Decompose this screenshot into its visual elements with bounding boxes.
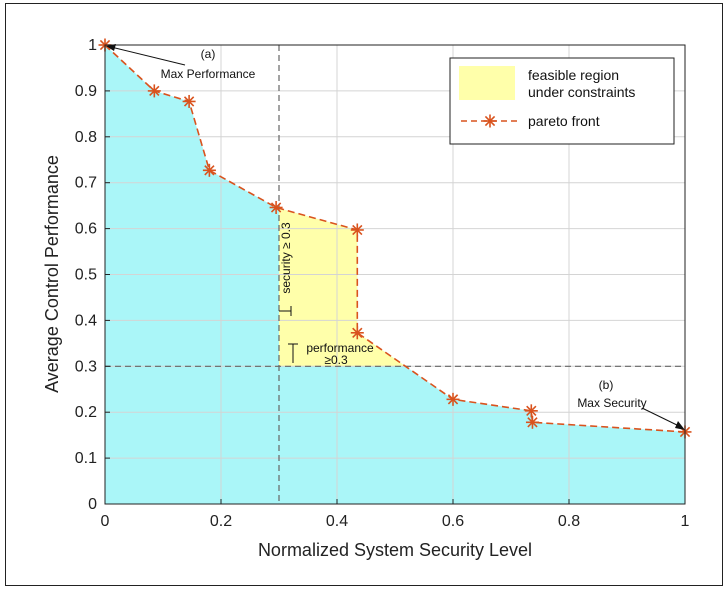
y-tick-label: 0.4 [75,312,97,329]
y-tick-label: 0.2 [75,404,97,421]
pareto-point [350,223,364,237]
y-axis-label: Average Control Performance [42,155,62,393]
y-tick-label: 0.7 [75,175,97,192]
x-tick-label: 0.6 [442,513,464,530]
security-constraint-text: security ≥ 0.3 [279,222,293,294]
y-tick-label: 0 [88,496,97,513]
y-tick-label: 0.9 [75,83,97,100]
constraint-layer [105,45,685,504]
legend-label-region-1: feasible region [528,67,619,83]
y-tick-label: 0.1 [75,450,97,467]
regions-layer [105,45,685,504]
legend-label-pareto: pareto front [528,113,600,129]
x-tick-label: 0.4 [326,513,348,530]
legend-asterisk [483,114,497,128]
annotation-b-label: (b) [599,378,614,392]
figure-frame [5,3,723,586]
annotation-b-text: Max Security [577,396,646,410]
pareto-point [446,392,460,406]
pareto-point [350,326,364,340]
pareto-point [269,200,283,214]
annotation-b-arrow [641,407,682,428]
series-layer [98,38,692,439]
y-tick-label: 0.6 [75,221,97,238]
y-tick-layer: 0 0.1 0.2 0.3 0.4 0.5 0.6 0.7 0.8 0.9 1 [75,37,110,513]
pareto-point [524,404,538,418]
legend: feasible region under constraints pareto… [449,57,675,145]
performance-constraint-line2: ≥0.3 [324,353,348,367]
x-tick-label: 0.8 [558,513,580,530]
x-tick-label: 0 [101,513,110,530]
feasible-region [279,208,406,367]
legend-swatch-feasible-region [459,66,515,100]
x-axis-label: Normalized System Security Level [258,540,532,560]
y-tick-label: 0.3 [75,358,97,375]
pareto-point [182,94,196,108]
annotation-b-arrowhead [675,421,685,430]
annotation-a-arrow [110,46,186,66]
pareto-point [525,415,539,429]
attainable-region [105,45,685,504]
legend-swatch-pareto-marker [483,114,497,128]
pareto-point [202,163,216,177]
x-tick-label: 0.2 [210,513,232,530]
annotation-a-label: (a) [201,47,216,61]
y-tick-label: 1 [88,37,97,54]
y-tick-label: 0.8 [75,129,97,146]
annotation-a-arrowhead [106,44,116,51]
legend-label-region-2: under constraints [528,84,635,100]
x-tick-layer: 0 0.2 0.4 0.6 0.8 1 [101,499,690,530]
performance-constraint-line1: performance [306,341,374,355]
pareto-point [147,84,161,98]
annotation-a-text: Max Performance [161,67,256,81]
x-tick-label: 1 [681,513,690,530]
y-tick-label: 0.5 [75,267,97,284]
